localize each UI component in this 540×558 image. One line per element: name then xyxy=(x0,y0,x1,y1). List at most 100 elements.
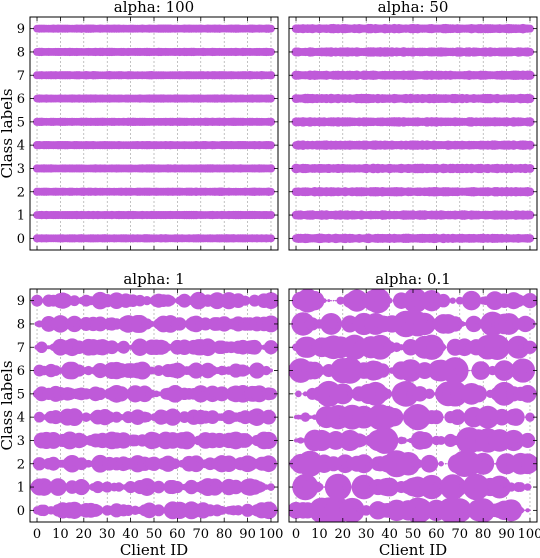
marker-point xyxy=(421,393,424,395)
y-axis-label: Class labels xyxy=(0,360,16,450)
x-axis-label: Client ID xyxy=(120,541,188,558)
marker-point xyxy=(396,451,421,476)
marker-point xyxy=(336,296,345,305)
marker-point xyxy=(342,391,348,397)
marker-point xyxy=(393,380,419,407)
marker-point xyxy=(327,299,331,303)
marker-point xyxy=(267,141,275,150)
marker-point xyxy=(171,481,184,494)
marker-point xyxy=(267,187,275,196)
marker-point xyxy=(330,477,351,497)
y-tick-label: 4 xyxy=(17,139,25,154)
marker-point xyxy=(466,369,468,372)
marker-point xyxy=(388,439,391,442)
marker-point xyxy=(367,334,393,360)
marker-point xyxy=(266,210,276,220)
marker-point xyxy=(268,507,274,513)
x-tick-label: 70 xyxy=(452,527,469,542)
y-tick-label: 2 xyxy=(17,457,25,472)
marker-point xyxy=(520,432,536,449)
marker-point xyxy=(371,427,399,454)
y-tick-label: 9 xyxy=(17,294,25,309)
x-tick-label: 30 xyxy=(358,527,375,542)
x-tick-label: 60 xyxy=(428,527,445,542)
marker-point xyxy=(380,295,390,306)
x-tick-label: 30 xyxy=(99,527,116,542)
marker-point xyxy=(436,293,451,308)
marker-point xyxy=(480,458,491,469)
marker-point xyxy=(345,289,368,312)
marker-point xyxy=(352,508,357,513)
marker-point xyxy=(380,477,399,497)
marker-point xyxy=(440,344,447,351)
marker-point xyxy=(416,362,434,380)
marker-point xyxy=(519,416,522,418)
marker-point xyxy=(205,410,220,425)
marker-point xyxy=(339,497,365,522)
marker-point xyxy=(505,369,508,372)
marker-point xyxy=(506,482,516,492)
marker-point xyxy=(510,358,536,383)
x-tick-label: 70 xyxy=(193,527,210,542)
marker-point xyxy=(525,70,535,80)
marker-point xyxy=(33,411,45,423)
marker-point xyxy=(405,439,407,442)
marker-point xyxy=(529,509,531,512)
marker-point xyxy=(266,71,276,80)
x-tick-label: 20 xyxy=(335,527,352,542)
marker-point xyxy=(315,482,324,492)
marker-point xyxy=(508,504,520,516)
marker-point xyxy=(487,460,494,467)
marker-point xyxy=(337,439,339,442)
marker-point xyxy=(430,462,433,465)
marker-point xyxy=(385,368,390,373)
marker-point xyxy=(525,24,534,33)
y-tick-label: 2 xyxy=(17,185,25,200)
marker-point xyxy=(494,462,496,465)
marker-point xyxy=(354,454,374,474)
y-tick-label: 1 xyxy=(17,209,25,224)
marker-point xyxy=(525,94,535,104)
marker-point xyxy=(240,365,251,376)
x-tick-label: 50 xyxy=(405,527,422,542)
subplot-3: alpha: 0.1 0 10 20 30 40 50 60 70 80 90 100 Client I… xyxy=(288,270,540,558)
marker-point xyxy=(419,299,421,302)
marker-point xyxy=(77,480,91,494)
marker-point xyxy=(527,368,533,373)
x-tick-label: 90 xyxy=(239,527,256,542)
marker-point xyxy=(488,475,511,499)
marker-point xyxy=(420,454,439,473)
markers xyxy=(289,289,537,522)
marker-point xyxy=(434,461,439,466)
marker-point xyxy=(529,439,531,442)
marker-point xyxy=(499,342,509,352)
marker-point xyxy=(360,505,372,516)
marker-point xyxy=(328,319,339,329)
marker-point xyxy=(523,483,532,491)
x-tick-label: 20 xyxy=(76,527,93,542)
x-tick-label: 80 xyxy=(475,527,492,542)
marker-point xyxy=(461,290,482,311)
marker-point xyxy=(355,434,368,447)
x-tick-label: 10 xyxy=(52,527,69,542)
marker-point xyxy=(342,484,348,490)
marker-point xyxy=(73,364,86,377)
marker-point xyxy=(515,482,526,492)
subplot-0: alpha: 100 0 1 2 3 4 5 6 7 8 9 Class labels xyxy=(0,0,279,251)
marker-point xyxy=(465,315,483,333)
marker-point xyxy=(471,361,491,380)
marker-point xyxy=(262,315,278,333)
marker-point xyxy=(294,390,302,398)
marker-point xyxy=(522,416,524,418)
marker-point xyxy=(436,435,446,445)
marker-point xyxy=(299,393,302,395)
marker-point xyxy=(493,360,515,381)
marker-point xyxy=(484,369,487,372)
x-tick-label: 50 xyxy=(146,527,163,542)
marker-point xyxy=(399,415,404,420)
x-tick-label: 0 xyxy=(33,527,41,542)
marker-point xyxy=(525,187,535,196)
y-tick-label: 8 xyxy=(17,317,25,332)
marker-point xyxy=(469,385,488,403)
